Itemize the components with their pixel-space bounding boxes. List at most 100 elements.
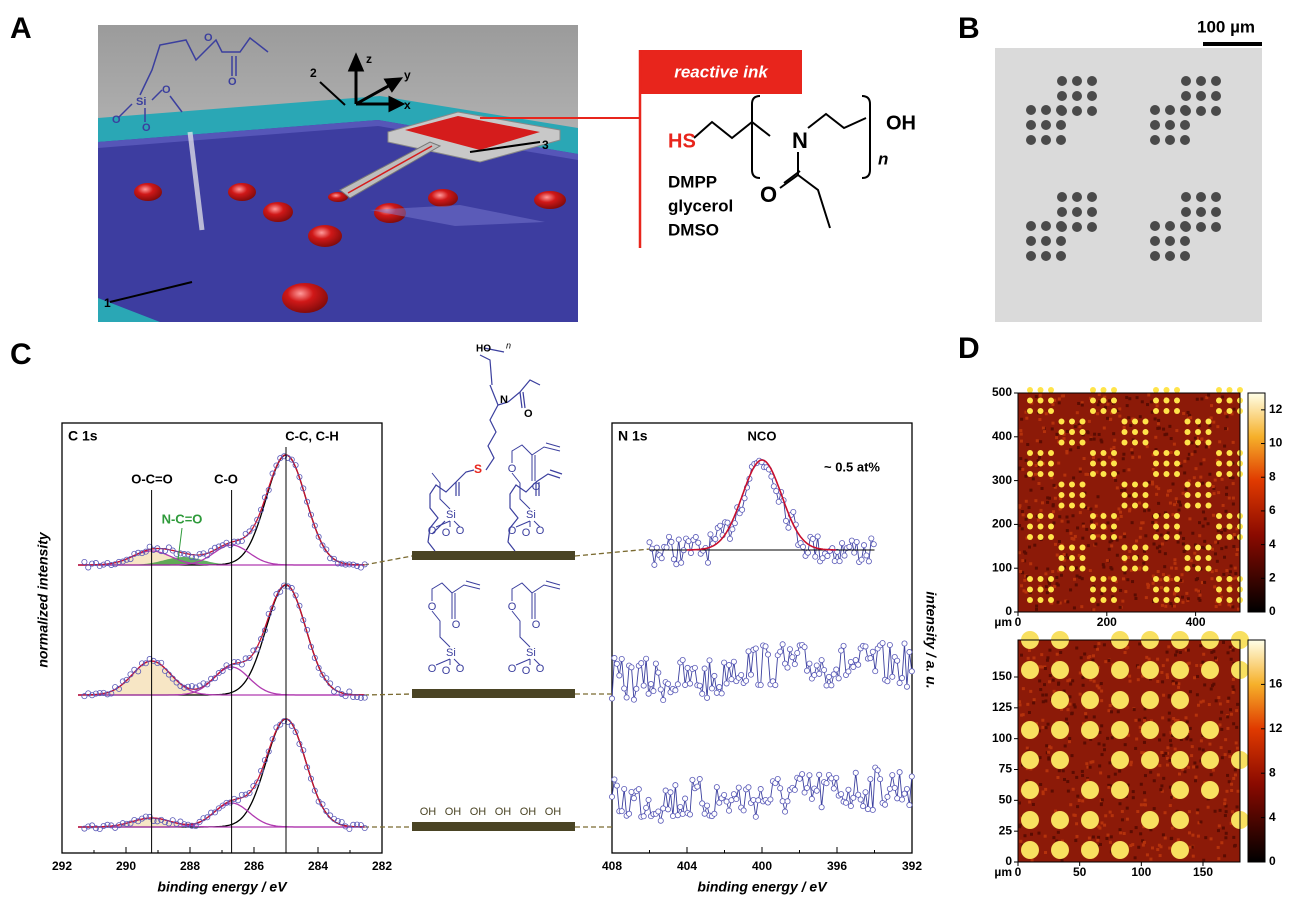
map-noise [1092, 654, 1095, 657]
map-spot [1227, 587, 1233, 593]
data-point [868, 777, 873, 782]
data-point [853, 770, 858, 775]
map-noise [1197, 835, 1200, 838]
map-noise [1210, 687, 1213, 690]
map-noise [1205, 445, 1208, 448]
data-point [817, 671, 822, 676]
map-noise [1028, 649, 1031, 652]
data-point [683, 682, 688, 687]
map-noise [1156, 546, 1159, 549]
map-noise [1174, 748, 1177, 751]
map-noise [1018, 700, 1021, 703]
map-spot [1143, 555, 1149, 561]
map-noise [1041, 726, 1044, 729]
map-noise [1045, 585, 1048, 588]
map-noise [1157, 570, 1160, 573]
map-noise [1164, 836, 1167, 839]
map-noise [1139, 527, 1142, 530]
map-noise [1224, 427, 1227, 430]
map-spot [1201, 721, 1219, 739]
colorbar-tick-label: 12 [1269, 721, 1283, 735]
data-point [753, 814, 758, 819]
data-point [805, 550, 810, 555]
colorbar-tick-label: 8 [1269, 765, 1276, 779]
atom-label: O [532, 619, 541, 631]
map-noise [1191, 532, 1194, 535]
map-spot [1174, 398, 1180, 404]
map-noise [1100, 821, 1103, 824]
micro-dot [1165, 236, 1175, 246]
micro-dot [1072, 207, 1082, 217]
data-point [863, 644, 868, 649]
map-spot [1195, 545, 1201, 551]
y-tick-label: 500 [992, 385, 1012, 399]
x-tick-label: 400 [752, 859, 772, 873]
panel-label: A [10, 12, 32, 45]
data-point [686, 539, 691, 544]
map-noise [1142, 844, 1145, 847]
map-spot [1111, 781, 1129, 799]
map-noise [1066, 600, 1069, 603]
map-noise [1132, 790, 1135, 793]
map-noise [1109, 418, 1112, 421]
map-noise [1167, 490, 1170, 493]
map-noise [1109, 811, 1112, 814]
micro-dot [1196, 106, 1206, 116]
map-noise [1203, 540, 1206, 543]
data-point [736, 785, 741, 790]
map-spot [1174, 576, 1180, 582]
data-point [758, 786, 763, 791]
map-noise [1208, 424, 1211, 427]
data-point [878, 776, 883, 781]
map-spot [1111, 841, 1129, 859]
data-point [814, 663, 819, 668]
map-noise [1212, 683, 1215, 686]
x-tick-label: 292 [52, 859, 72, 873]
map-noise [1183, 471, 1186, 474]
map-noise [1224, 814, 1227, 817]
map-spot [1153, 597, 1159, 603]
map-spot [1059, 419, 1065, 425]
map-noise [1107, 786, 1110, 789]
map-noise [1184, 488, 1187, 491]
map-noise [1168, 759, 1171, 762]
map-noise [1054, 497, 1057, 500]
map-noise [1092, 608, 1095, 611]
map-noise [1108, 659, 1111, 662]
data-point [680, 657, 685, 662]
data-point [909, 774, 914, 779]
map-noise [1066, 780, 1069, 783]
micro-dot [1056, 135, 1066, 145]
map-noise [1200, 438, 1203, 441]
map-spot [1101, 450, 1107, 456]
map-spot [1195, 429, 1201, 435]
ink-component: DMSO [668, 220, 719, 239]
map-noise [1181, 596, 1184, 599]
map-spot [1227, 534, 1233, 540]
micro-dot [1196, 192, 1206, 202]
map-noise [1112, 432, 1115, 435]
map-noise [1217, 857, 1220, 860]
map-noise [1072, 771, 1075, 774]
map-noise [1045, 412, 1048, 415]
map-noise [1116, 517, 1119, 520]
map-noise [1075, 835, 1078, 838]
data-point [622, 686, 627, 691]
data-point [834, 775, 839, 780]
colorbar-tick-label: 10 [1269, 436, 1283, 450]
atom-label: OH [886, 112, 916, 134]
data-point [785, 665, 790, 670]
x-tick-label: 392 [902, 859, 922, 873]
map-noise [1188, 453, 1191, 456]
data-point [609, 696, 614, 701]
atom-label: O [112, 114, 121, 126]
map-noise [1158, 550, 1161, 553]
map-noise [1237, 790, 1240, 793]
data-point [763, 644, 768, 649]
data-point [646, 691, 651, 696]
map-noise [1123, 469, 1126, 472]
map-noise [1087, 544, 1090, 547]
panel-d: 02004000100200300400500µm024681012050100… [992, 385, 1283, 879]
atom-label: O [524, 408, 533, 420]
map-noise [1164, 811, 1167, 814]
